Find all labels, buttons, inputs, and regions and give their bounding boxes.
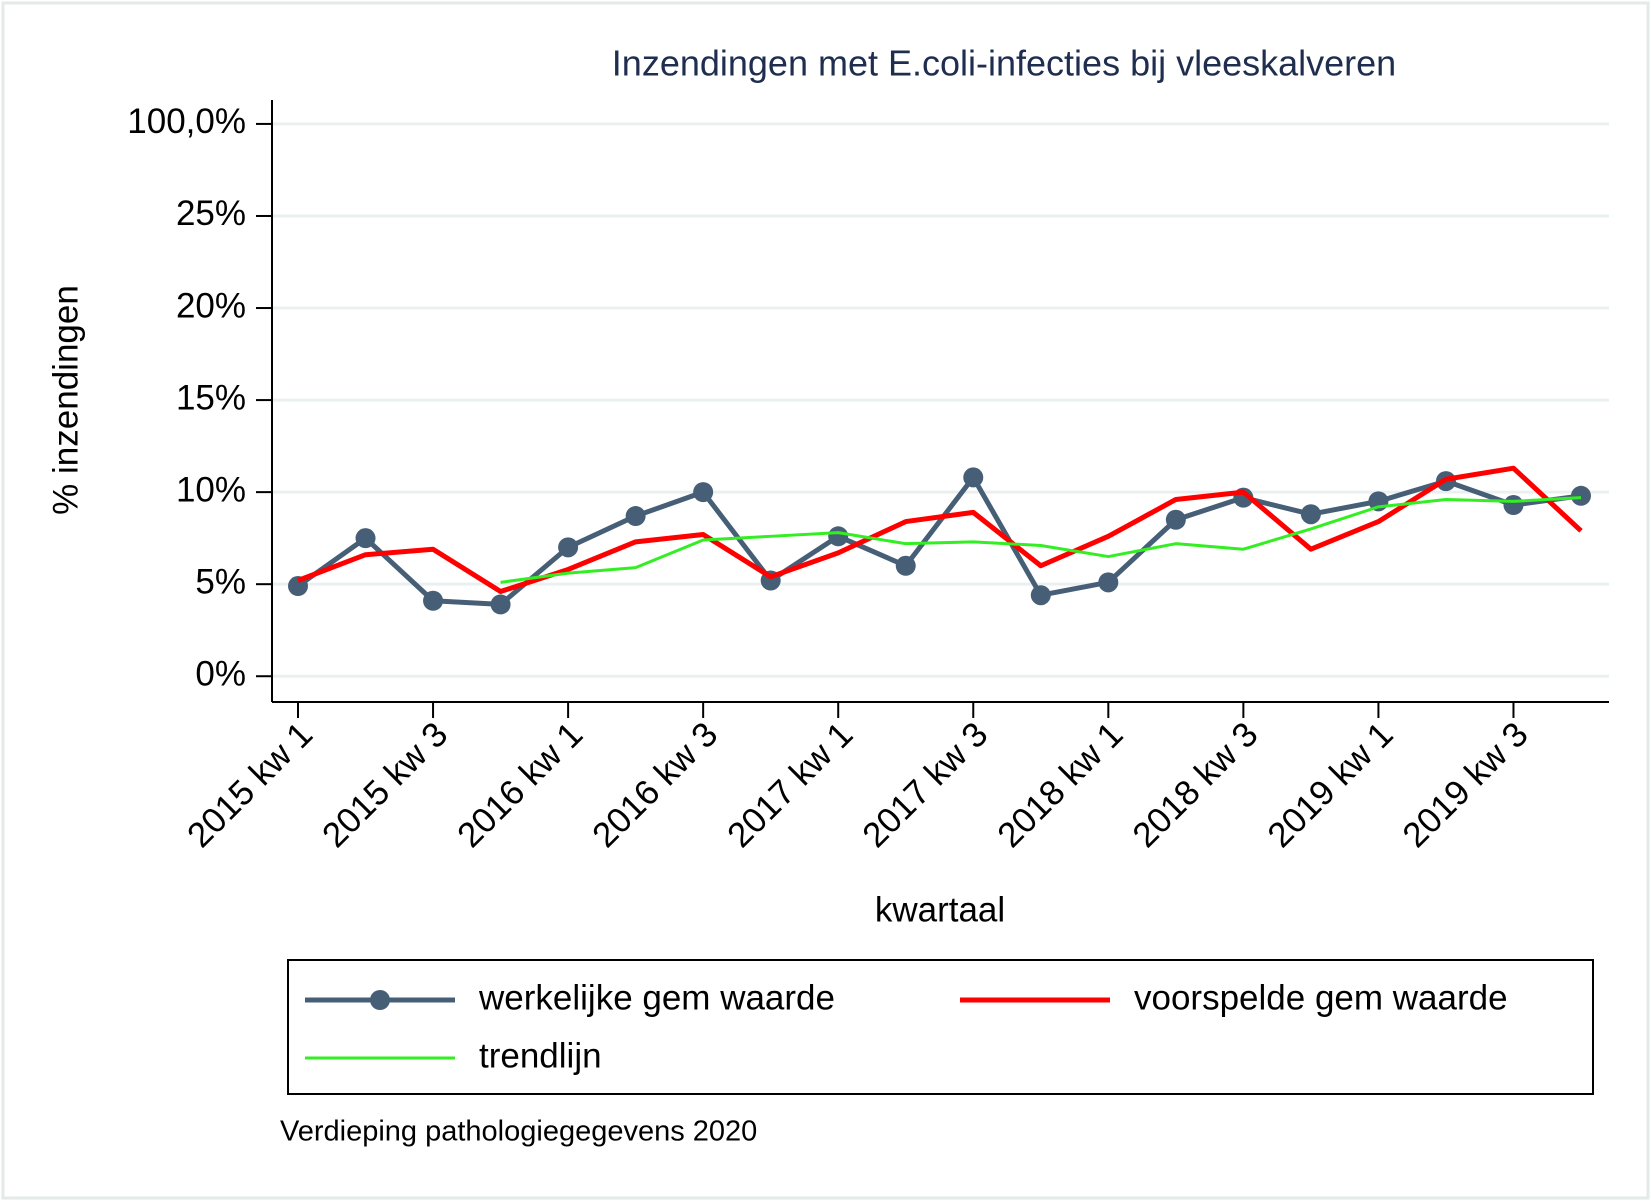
data-point [828,526,849,547]
chart-title: Inzendingen met E.coli-infecties bij vle… [612,43,1396,84]
y-axis-title: % inzendingen [46,285,85,515]
legend-label: trendlijn [479,1036,602,1075]
y-tick-label: 25% [176,194,246,233]
data-point [693,482,714,503]
data-point [355,528,376,549]
y-tick-label: 5% [195,562,246,601]
y-tick-label: 10% [176,470,246,509]
data-point [423,590,444,611]
data-point [625,506,646,527]
series-line [296,474,1582,607]
legend-label: werkelijke gem waarde [478,978,835,1017]
data-point [1030,585,1051,606]
data-point [1300,504,1321,525]
data-point [1503,495,1524,516]
data-point [895,555,916,576]
x-axis-title: kwartaal [875,890,1005,929]
data-point [558,537,579,558]
y-tick-label: 15% [176,378,246,417]
legend-box [287,959,1594,1095]
y-tick-label: 100,0% [127,102,246,141]
data-point [963,467,984,488]
data-point [1098,572,1119,593]
y-tick-label: 20% [176,286,246,325]
series-line [500,496,1582,584]
y-tick-label: 0% [195,654,246,693]
note: Verdieping pathologiegegevens 2020 [280,1116,757,1148]
legend-label: voorspelde gem waarde [1134,978,1508,1017]
series-line [297,465,1583,595]
legend-marker [370,990,390,1010]
data-point [1165,509,1186,530]
data-point [1571,485,1591,506]
data-point [490,594,511,615]
